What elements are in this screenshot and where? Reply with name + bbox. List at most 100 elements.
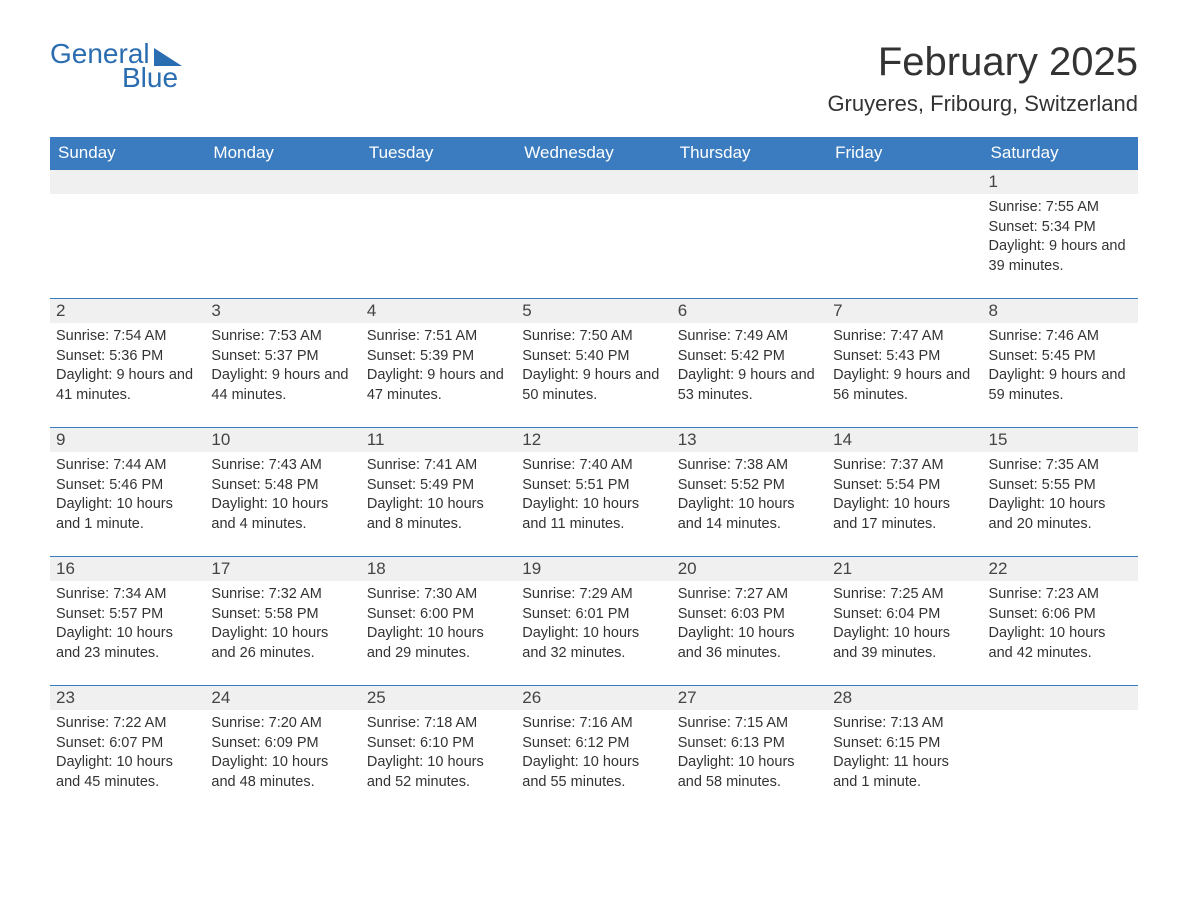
daylight-text: Daylight: 10 hours and 8 minutes.: [367, 495, 510, 534]
sunrise-text: Sunrise: 7:49 AM: [678, 327, 821, 347]
day-cell: 11Sunrise: 7:41 AMSunset: 5:49 PMDayligh…: [361, 428, 516, 556]
sunset-text: Sunset: 6:06 PM: [989, 605, 1132, 625]
daylight-text: Daylight: 10 hours and 58 minutes.: [678, 753, 821, 792]
weekday-header: Tuesday: [361, 137, 516, 169]
sunrise-text: Sunrise: 7:13 AM: [833, 714, 976, 734]
day-number: [50, 170, 205, 194]
week-row: 16Sunrise: 7:34 AMSunset: 5:57 PMDayligh…: [50, 556, 1138, 685]
sunrise-text: Sunrise: 7:41 AM: [367, 456, 510, 476]
daylight-text: Daylight: 9 hours and 41 minutes.: [56, 366, 199, 405]
sunset-text: Sunset: 5:45 PM: [989, 347, 1132, 367]
sunrise-text: Sunrise: 7:51 AM: [367, 327, 510, 347]
sunrise-text: Sunrise: 7:43 AM: [211, 456, 354, 476]
week-row: 2Sunrise: 7:54 AMSunset: 5:36 PMDaylight…: [50, 298, 1138, 427]
day-details: Sunrise: 7:15 AMSunset: 6:13 PMDaylight:…: [672, 710, 827, 798]
day-details: Sunrise: 7:16 AMSunset: 6:12 PMDaylight:…: [516, 710, 671, 798]
week-row: 23Sunrise: 7:22 AMSunset: 6:07 PMDayligh…: [50, 685, 1138, 814]
sunset-text: Sunset: 6:13 PM: [678, 734, 821, 754]
daylight-text: Daylight: 10 hours and 55 minutes.: [522, 753, 665, 792]
sunrise-text: Sunrise: 7:37 AM: [833, 456, 976, 476]
sunset-text: Sunset: 5:48 PM: [211, 476, 354, 496]
day-cell: 28Sunrise: 7:13 AMSunset: 6:15 PMDayligh…: [827, 686, 982, 814]
day-cell: 16Sunrise: 7:34 AMSunset: 5:57 PMDayligh…: [50, 557, 205, 685]
day-number: 17: [205, 557, 360, 581]
logo-blue-text: Blue: [122, 64, 182, 92]
day-details: Sunrise: 7:23 AMSunset: 6:06 PMDaylight:…: [983, 581, 1138, 669]
daylight-text: Daylight: 10 hours and 14 minutes.: [678, 495, 821, 534]
sunset-text: Sunset: 5:58 PM: [211, 605, 354, 625]
sunset-text: Sunset: 6:00 PM: [367, 605, 510, 625]
sunset-text: Sunset: 5:55 PM: [989, 476, 1132, 496]
daylight-text: Daylight: 10 hours and 48 minutes.: [211, 753, 354, 792]
sunrise-text: Sunrise: 7:25 AM: [833, 585, 976, 605]
sunrise-text: Sunrise: 7:44 AM: [56, 456, 199, 476]
day-number: [361, 170, 516, 194]
sunset-text: Sunset: 5:46 PM: [56, 476, 199, 496]
daylight-text: Daylight: 10 hours and 20 minutes.: [989, 495, 1132, 534]
week-row: 9Sunrise: 7:44 AMSunset: 5:46 PMDaylight…: [50, 427, 1138, 556]
day-cell: 18Sunrise: 7:30 AMSunset: 6:00 PMDayligh…: [361, 557, 516, 685]
header: General Blue February 2025 Gruyeres, Fri…: [50, 40, 1138, 117]
sunrise-text: Sunrise: 7:30 AM: [367, 585, 510, 605]
day-number: 10: [205, 428, 360, 452]
day-details: Sunrise: 7:38 AMSunset: 5:52 PMDaylight:…: [672, 452, 827, 540]
day-cell: 27Sunrise: 7:15 AMSunset: 6:13 PMDayligh…: [672, 686, 827, 814]
day-details: Sunrise: 7:27 AMSunset: 6:03 PMDaylight:…: [672, 581, 827, 669]
sunset-text: Sunset: 5:36 PM: [56, 347, 199, 367]
day-details: Sunrise: 7:41 AMSunset: 5:49 PMDaylight:…: [361, 452, 516, 540]
title-block: February 2025 Gruyeres, Fribourg, Switze…: [827, 40, 1138, 117]
sunrise-text: Sunrise: 7:23 AM: [989, 585, 1132, 605]
weekday-header: Thursday: [672, 137, 827, 169]
day-cell: 8Sunrise: 7:46 AMSunset: 5:45 PMDaylight…: [983, 299, 1138, 427]
day-details: Sunrise: 7:30 AMSunset: 6:00 PMDaylight:…: [361, 581, 516, 669]
daylight-text: Daylight: 10 hours and 32 minutes.: [522, 624, 665, 663]
sunrise-text: Sunrise: 7:15 AM: [678, 714, 821, 734]
day-number: 20: [672, 557, 827, 581]
sunset-text: Sunset: 6:10 PM: [367, 734, 510, 754]
day-number: 5: [516, 299, 671, 323]
day-details: Sunrise: 7:29 AMSunset: 6:01 PMDaylight:…: [516, 581, 671, 669]
sunset-text: Sunset: 5:54 PM: [833, 476, 976, 496]
day-details: Sunrise: 7:25 AMSunset: 6:04 PMDaylight:…: [827, 581, 982, 669]
day-number: 21: [827, 557, 982, 581]
day-cell: 19Sunrise: 7:29 AMSunset: 6:01 PMDayligh…: [516, 557, 671, 685]
day-cell: 15Sunrise: 7:35 AMSunset: 5:55 PMDayligh…: [983, 428, 1138, 556]
sunrise-text: Sunrise: 7:27 AM: [678, 585, 821, 605]
sunrise-text: Sunrise: 7:35 AM: [989, 456, 1132, 476]
daylight-text: Daylight: 10 hours and 52 minutes.: [367, 753, 510, 792]
daylight-text: Daylight: 10 hours and 36 minutes.: [678, 624, 821, 663]
day-number: 23: [50, 686, 205, 710]
weekday-header: Sunday: [50, 137, 205, 169]
day-cell: [50, 170, 205, 298]
day-cell: [516, 170, 671, 298]
sunrise-text: Sunrise: 7:22 AM: [56, 714, 199, 734]
daylight-text: Daylight: 9 hours and 50 minutes.: [522, 366, 665, 405]
day-details: Sunrise: 7:22 AMSunset: 6:07 PMDaylight:…: [50, 710, 205, 798]
sunrise-text: Sunrise: 7:32 AM: [211, 585, 354, 605]
weekday-header: Wednesday: [516, 137, 671, 169]
sunset-text: Sunset: 6:12 PM: [522, 734, 665, 754]
day-cell: 3Sunrise: 7:53 AMSunset: 5:37 PMDaylight…: [205, 299, 360, 427]
sunrise-text: Sunrise: 7:38 AM: [678, 456, 821, 476]
day-details: Sunrise: 7:49 AMSunset: 5:42 PMDaylight:…: [672, 323, 827, 411]
daylight-text: Daylight: 10 hours and 29 minutes.: [367, 624, 510, 663]
daylight-text: Daylight: 10 hours and 45 minutes.: [56, 753, 199, 792]
sunset-text: Sunset: 5:37 PM: [211, 347, 354, 367]
day-cell: [983, 686, 1138, 814]
day-cell: 23Sunrise: 7:22 AMSunset: 6:07 PMDayligh…: [50, 686, 205, 814]
day-details: Sunrise: 7:44 AMSunset: 5:46 PMDaylight:…: [50, 452, 205, 540]
daylight-text: Daylight: 9 hours and 39 minutes.: [989, 237, 1132, 276]
day-cell: 26Sunrise: 7:16 AMSunset: 6:12 PMDayligh…: [516, 686, 671, 814]
day-number: 14: [827, 428, 982, 452]
day-number: 22: [983, 557, 1138, 581]
day-cell: 21Sunrise: 7:25 AMSunset: 6:04 PMDayligh…: [827, 557, 982, 685]
day-cell: [672, 170, 827, 298]
sunrise-text: Sunrise: 7:47 AM: [833, 327, 976, 347]
day-cell: 6Sunrise: 7:49 AMSunset: 5:42 PMDaylight…: [672, 299, 827, 427]
day-cell: 9Sunrise: 7:44 AMSunset: 5:46 PMDaylight…: [50, 428, 205, 556]
day-number: 8: [983, 299, 1138, 323]
logo: General Blue: [50, 40, 182, 92]
daylight-text: Daylight: 10 hours and 26 minutes.: [211, 624, 354, 663]
day-cell: 7Sunrise: 7:47 AMSunset: 5:43 PMDaylight…: [827, 299, 982, 427]
day-number: 18: [361, 557, 516, 581]
